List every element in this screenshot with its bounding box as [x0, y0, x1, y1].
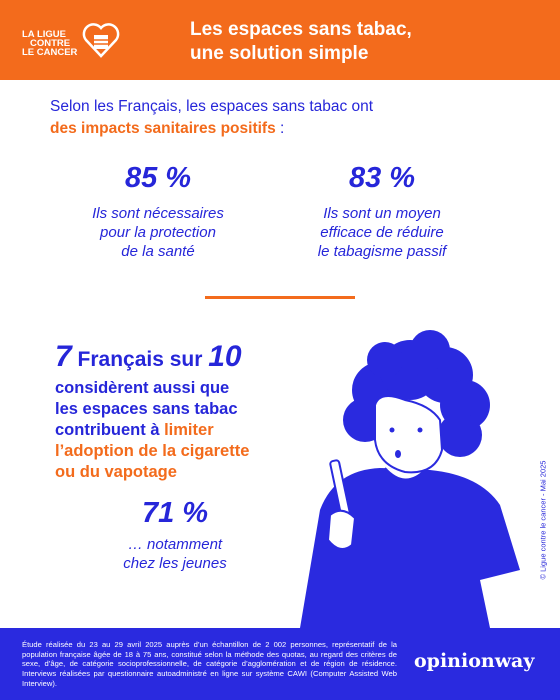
headline: 7 Français sur 10	[55, 340, 242, 374]
intro-tail: :	[275, 120, 285, 137]
stat: 83 % Ils sont un moyen efficace de rédui…	[282, 160, 482, 261]
headline-number: 7	[55, 340, 72, 373]
body-highlight: limiter	[164, 421, 214, 439]
intro: Selon les Français, les espaces sans tab…	[50, 96, 373, 140]
stat: 85 % Ils sont nécessaires pour la protec…	[58, 160, 258, 261]
body-line: considèrent aussi que	[55, 379, 230, 397]
stat-value: 71 %	[141, 497, 209, 529]
stat-value: 85 %	[124, 162, 192, 194]
logo-text: LE CANCER	[22, 47, 78, 58]
divider	[205, 296, 355, 299]
stat-line: … notamment	[127, 536, 223, 553]
stat-line: Ils sont nécessaires	[92, 205, 224, 222]
logo-text: LA LIGUE	[22, 29, 66, 40]
intro-highlight: des impacts sanitaires positifs	[50, 120, 276, 137]
logo-text: CONTRE	[30, 38, 71, 49]
header-band	[0, 0, 560, 80]
logo-icon	[82, 23, 120, 58]
headline-number: 10	[208, 340, 242, 373]
copyright: © Ligue contre le cancer - Mai 2025	[538, 460, 548, 580]
body: considèrent aussi que les espaces sans t…	[55, 378, 249, 483]
body-line: les espaces sans tabac	[55, 400, 238, 418]
stat-line: le tabagisme passif	[317, 243, 447, 260]
illustration	[300, 330, 520, 628]
brand: opinionway	[414, 650, 535, 672]
stat-line: de la santé	[121, 243, 195, 260]
stat-line: pour la protection	[100, 224, 216, 241]
methodology: Étude réalisée du 23 au 29 avril 2025 au…	[22, 640, 397, 688]
title-line: Les espaces sans tabac,	[190, 19, 412, 40]
body-highlight: ou du vapotage	[55, 463, 177, 481]
stat-line: efficace de réduire	[320, 224, 444, 241]
body-line: contribuent à	[55, 421, 165, 439]
title: Les espaces sans tabac, une solution sim…	[190, 18, 412, 66]
stat-line: chez les jeunes	[123, 555, 227, 572]
logo: LA LIGUE CONTRE LE CANCER	[22, 29, 78, 58]
stat: 71 % … notamment chez les jeunes	[80, 495, 270, 573]
stat-line: Ils sont un moyen	[323, 205, 441, 222]
intro-text: Selon les Français, les espaces sans tab…	[50, 98, 374, 115]
stat-value: 83 %	[348, 162, 416, 194]
body-highlight: l’adoption de la cigarette	[55, 442, 250, 460]
title-line: une solution simple	[190, 43, 369, 64]
headline-text: Français sur	[71, 348, 209, 371]
footer-band	[0, 628, 560, 700]
